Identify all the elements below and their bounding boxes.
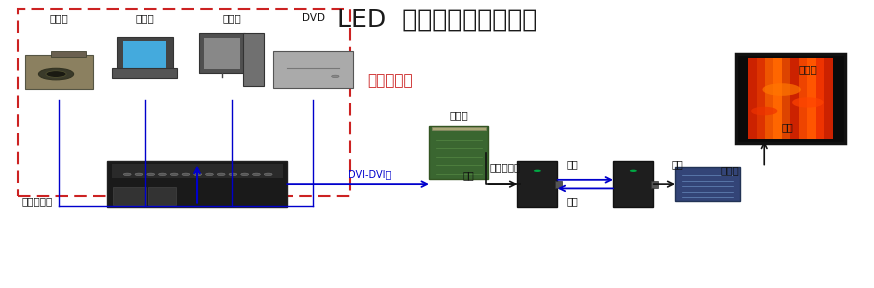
- FancyBboxPatch shape: [808, 58, 815, 139]
- Circle shape: [182, 173, 190, 176]
- FancyBboxPatch shape: [765, 58, 773, 139]
- Text: LED  显示屏控制系统拓扑: LED 显示屏控制系统拓扑: [336, 8, 538, 32]
- FancyBboxPatch shape: [52, 51, 86, 57]
- FancyBboxPatch shape: [204, 38, 239, 69]
- Circle shape: [630, 170, 637, 172]
- Circle shape: [123, 173, 131, 176]
- FancyBboxPatch shape: [114, 187, 147, 205]
- Circle shape: [792, 97, 823, 108]
- Text: 摄像机: 摄像机: [50, 13, 68, 23]
- FancyBboxPatch shape: [113, 68, 177, 78]
- FancyBboxPatch shape: [782, 58, 790, 139]
- FancyBboxPatch shape: [676, 167, 739, 202]
- Circle shape: [158, 173, 166, 176]
- Text: 输入信号源: 输入信号源: [367, 73, 413, 88]
- FancyBboxPatch shape: [117, 37, 172, 71]
- Circle shape: [253, 173, 260, 176]
- Circle shape: [38, 68, 73, 80]
- Circle shape: [194, 173, 202, 176]
- Circle shape: [331, 75, 339, 77]
- Text: 显示屏: 显示屏: [799, 65, 817, 75]
- Circle shape: [762, 83, 801, 96]
- Text: 接收卡: 接收卡: [721, 165, 739, 175]
- Circle shape: [751, 107, 777, 115]
- Circle shape: [46, 71, 66, 77]
- FancyBboxPatch shape: [773, 58, 782, 139]
- FancyBboxPatch shape: [799, 58, 808, 139]
- Text: 网线: 网线: [566, 159, 578, 169]
- FancyBboxPatch shape: [432, 127, 486, 130]
- Circle shape: [229, 173, 237, 176]
- Circle shape: [534, 170, 541, 172]
- Circle shape: [240, 173, 248, 176]
- Text: 光纤转换卡: 光纤转换卡: [489, 162, 521, 172]
- FancyBboxPatch shape: [243, 33, 264, 86]
- FancyBboxPatch shape: [25, 55, 94, 89]
- FancyBboxPatch shape: [517, 161, 558, 207]
- FancyBboxPatch shape: [429, 126, 489, 179]
- FancyBboxPatch shape: [199, 33, 245, 73]
- Text: DVI-DVI线: DVI-DVI线: [348, 169, 392, 179]
- FancyBboxPatch shape: [824, 58, 833, 139]
- FancyBboxPatch shape: [149, 187, 176, 205]
- Text: 网线: 网线: [671, 159, 683, 169]
- Text: DVD: DVD: [302, 13, 324, 23]
- FancyBboxPatch shape: [108, 161, 287, 207]
- Text: 视频处理器: 视频处理器: [22, 196, 53, 206]
- FancyBboxPatch shape: [757, 58, 765, 139]
- Text: 发送卡: 发送卡: [449, 110, 468, 120]
- FancyBboxPatch shape: [614, 161, 654, 207]
- FancyBboxPatch shape: [112, 164, 282, 178]
- Text: 光纤: 光纤: [566, 196, 578, 206]
- FancyBboxPatch shape: [651, 181, 658, 187]
- Text: 台式机: 台式机: [223, 13, 241, 23]
- Circle shape: [264, 173, 272, 176]
- Text: 网线: 网线: [781, 122, 794, 132]
- FancyBboxPatch shape: [790, 58, 799, 139]
- Text: 网线: 网线: [462, 170, 475, 181]
- FancyBboxPatch shape: [555, 181, 562, 187]
- Circle shape: [170, 173, 178, 176]
- FancyBboxPatch shape: [736, 54, 845, 143]
- Circle shape: [135, 173, 142, 176]
- Circle shape: [218, 173, 225, 176]
- FancyBboxPatch shape: [815, 58, 824, 139]
- Text: 笔记本: 笔记本: [135, 13, 154, 23]
- Circle shape: [147, 173, 155, 176]
- FancyBboxPatch shape: [274, 52, 353, 88]
- FancyBboxPatch shape: [748, 58, 757, 139]
- FancyBboxPatch shape: [123, 41, 166, 68]
- Circle shape: [205, 173, 213, 176]
